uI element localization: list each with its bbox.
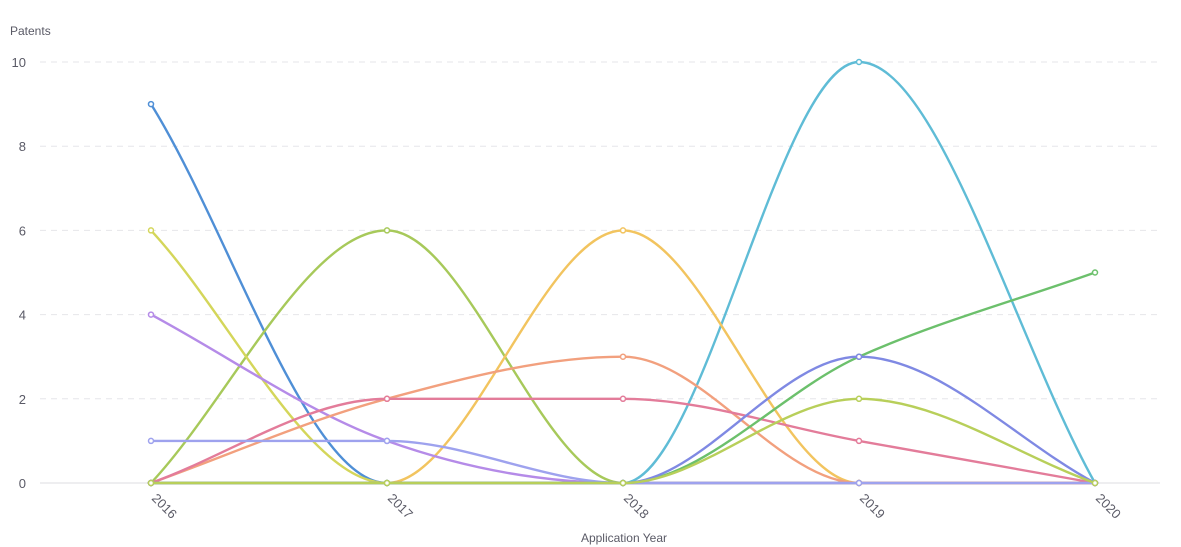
y-axis-title: Patents [10, 24, 51, 38]
data-point[interactable] [147, 100, 155, 108]
y-tick-labels: 0 2 4 6 8 10 [12, 55, 26, 491]
y-tick-label: 6 [19, 223, 26, 238]
data-point[interactable] [383, 227, 391, 234]
series-9 [147, 437, 1099, 487]
data-point[interactable] [147, 437, 155, 445]
data-point[interactable] [1091, 269, 1099, 276]
series-1 [147, 100, 1099, 487]
data-point[interactable] [147, 479, 155, 487]
data-point[interactable] [619, 353, 627, 360]
data-point[interactable] [855, 479, 863, 487]
series-11 [147, 353, 1099, 487]
data-point[interactable] [619, 479, 627, 487]
x-tick-label: 2020 [1093, 491, 1124, 522]
data-point[interactable] [147, 311, 155, 318]
x-tick-label: 2017 [385, 491, 416, 522]
data-point[interactable] [619, 227, 627, 234]
y-tick-label: 10 [12, 55, 26, 70]
y-tick-label: 8 [19, 139, 26, 154]
data-point[interactable] [383, 479, 391, 487]
series-layer [147, 58, 1099, 487]
y-tick-label: 0 [19, 476, 26, 491]
y-tick-label: 2 [19, 392, 26, 407]
x-tick-labels: 2016 2017 2018 2019 2020 [149, 491, 1124, 522]
series-7 [147, 353, 1099, 487]
grid-lines [40, 61, 1160, 484]
x-axis-title: Application Year [581, 531, 667, 545]
x-tick-label: 2019 [857, 491, 888, 522]
series-line [149, 439, 1097, 485]
data-point[interactable] [1091, 479, 1099, 487]
series-10 [147, 269, 1099, 487]
data-point[interactable] [855, 58, 863, 66]
data-point[interactable] [855, 395, 863, 403]
data-point[interactable] [147, 227, 155, 234]
y-tick-label: 4 [19, 308, 26, 323]
x-tick-label: 2016 [149, 491, 180, 522]
data-point[interactable] [619, 395, 627, 403]
series-line [149, 271, 1097, 485]
data-point[interactable] [383, 395, 391, 403]
data-point[interactable] [855, 353, 863, 360]
data-point[interactable] [383, 437, 391, 445]
x-tick-label: 2018 [621, 491, 652, 522]
series-12 [147, 395, 1099, 487]
data-point[interactable] [855, 437, 863, 445]
